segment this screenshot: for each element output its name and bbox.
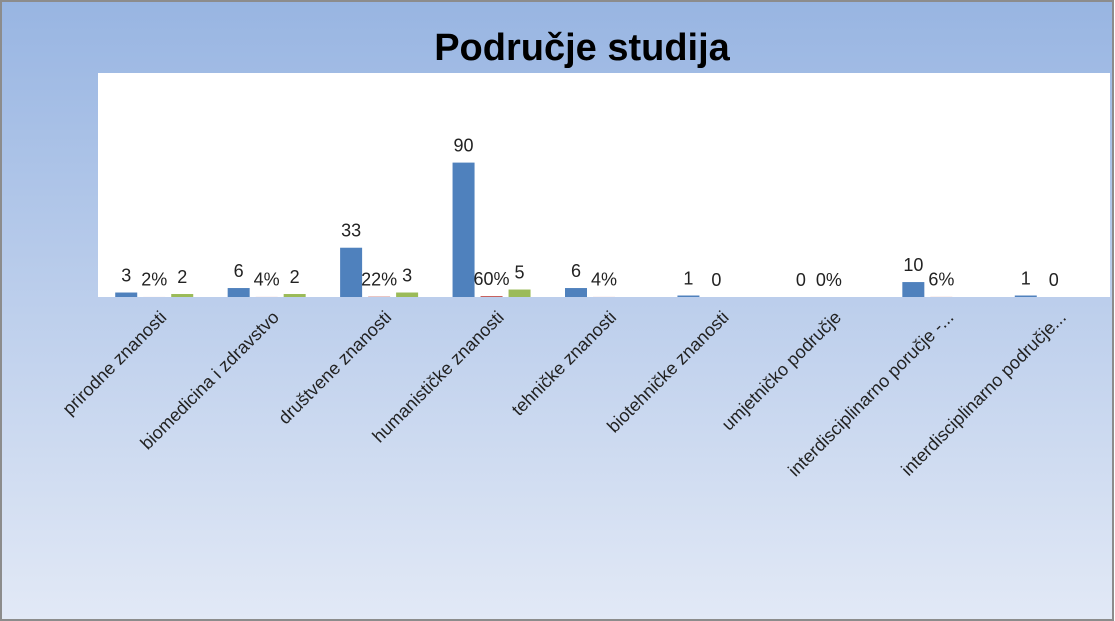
bar bbox=[508, 289, 531, 297]
data-label: 0% bbox=[816, 270, 842, 290]
bar bbox=[902, 282, 925, 297]
data-label: 1 bbox=[683, 268, 693, 288]
data-label: 4% bbox=[254, 270, 280, 290]
data-label: 22% bbox=[361, 269, 397, 289]
bar bbox=[115, 292, 138, 297]
plot-area bbox=[98, 73, 1110, 297]
data-label: 5 bbox=[515, 262, 525, 282]
data-label: 90 bbox=[454, 135, 474, 155]
data-label: 33 bbox=[341, 220, 361, 240]
data-label: 2 bbox=[290, 267, 300, 287]
data-label: 0 bbox=[796, 270, 806, 290]
bar bbox=[1014, 295, 1037, 297]
bar bbox=[452, 162, 475, 297]
bar bbox=[396, 292, 419, 297]
bar bbox=[565, 288, 587, 297]
data-label: 4% bbox=[591, 270, 617, 290]
data-label: 0 bbox=[1049, 270, 1059, 290]
bar bbox=[340, 247, 363, 297]
bar bbox=[171, 294, 194, 297]
bar bbox=[677, 295, 700, 297]
chart-title: Područje studija bbox=[434, 27, 730, 69]
data-label: 6% bbox=[928, 270, 954, 290]
data-label: 6 bbox=[571, 261, 581, 281]
bar bbox=[227, 288, 250, 297]
data-label: 3 bbox=[402, 265, 412, 285]
bar bbox=[480, 296, 503, 297]
data-label: 3 bbox=[121, 265, 131, 285]
data-label: 10 bbox=[903, 255, 923, 275]
data-label: 0 bbox=[711, 270, 721, 290]
data-label: 60% bbox=[474, 269, 510, 289]
data-label: 1 bbox=[1021, 268, 1031, 288]
data-label: 6 bbox=[234, 261, 244, 281]
bar bbox=[283, 294, 306, 297]
data-label: 2 bbox=[177, 267, 187, 287]
data-label: 2% bbox=[141, 270, 167, 290]
